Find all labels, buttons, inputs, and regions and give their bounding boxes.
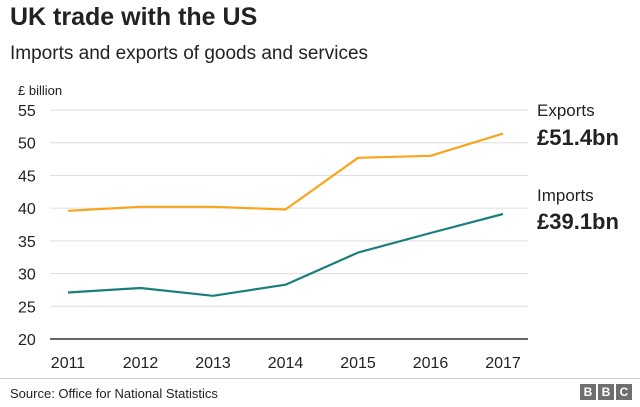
series-value-exports: £51.4bn bbox=[537, 125, 619, 150]
y-tick-label: 40 bbox=[18, 201, 36, 218]
x-tick-label: 2017 bbox=[485, 355, 521, 372]
y-tick-label: 20 bbox=[18, 332, 36, 349]
source-note: Source: Office for National Statistics bbox=[10, 386, 218, 401]
chart-title: UK trade with the US bbox=[10, 3, 258, 31]
x-tick-label: 2012 bbox=[123, 355, 159, 372]
logo-letter: C bbox=[616, 384, 632, 400]
y-tick-label: 55 bbox=[18, 103, 36, 120]
y-tick-label: 35 bbox=[18, 234, 36, 251]
footer-divider bbox=[0, 378, 640, 379]
y-tick-label: 25 bbox=[18, 299, 36, 316]
series-line-imports bbox=[67, 212, 504, 297]
y-tick-label: 50 bbox=[18, 136, 36, 153]
series-label-exports: Exports bbox=[537, 101, 595, 120]
x-tick-label: 2011 bbox=[51, 355, 86, 372]
chart-subtitle: Imports and exports of goods and service… bbox=[10, 43, 369, 64]
series-label-imports: Imports bbox=[537, 186, 594, 205]
line-chart: £ billion 20 25 30 35 40 45 50 55 2011 2012 2013 201… bbox=[18, 83, 619, 372]
logo-letter: B bbox=[580, 384, 596, 400]
x-tick-label: 2016 bbox=[413, 355, 449, 372]
x-tick-label: 2013 bbox=[195, 355, 231, 372]
bbc-logo: B B C bbox=[580, 384, 632, 400]
y-axis-label: £ billion bbox=[18, 83, 62, 98]
series-line-exports bbox=[67, 132, 504, 212]
x-tick-label: 2015 bbox=[340, 355, 376, 372]
y-tick-label: 30 bbox=[18, 267, 36, 284]
y-tick-label: 45 bbox=[18, 168, 36, 185]
x-tick-label: 2014 bbox=[268, 355, 304, 372]
series-value-imports: £39.1bn bbox=[537, 209, 619, 234]
logo-letter: B bbox=[598, 384, 614, 400]
